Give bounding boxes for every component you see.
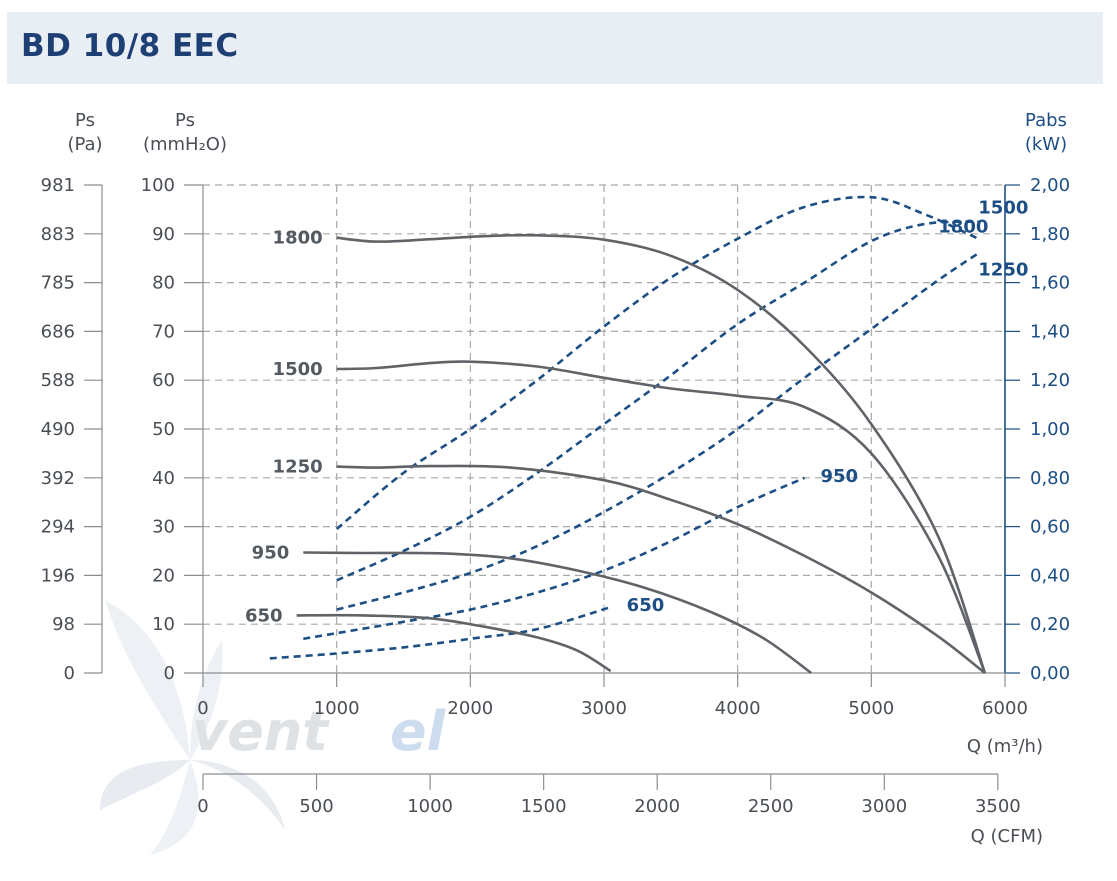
x-cfm-tick-label: 500 <box>299 796 333 817</box>
y-tick-label-kw: 1,00 <box>1030 419 1070 440</box>
x-cfm-axis-title: Q (CFM) <box>971 826 1043 847</box>
pressure-label-950: 950 <box>252 542 290 563</box>
power-label-650: 650 <box>627 595 665 616</box>
x-axis-title: Q (m³/h) <box>967 736 1043 757</box>
pressure-curve-1800 <box>336 233 987 674</box>
x-tick-label: 4000 <box>715 698 761 719</box>
y-tick-label-mm: 100 <box>141 175 175 196</box>
x-tick-label: 0 <box>197 698 208 719</box>
y-tick-label-mm: 20 <box>152 565 175 586</box>
y-tick-label-pa: 785 <box>41 273 75 294</box>
x-tick-label: 2000 <box>447 698 493 719</box>
y-tick-label-kw: 0,20 <box>1030 614 1070 635</box>
y-tick-label-kw: 2,00 <box>1030 175 1070 196</box>
pressure-label-1800: 1800 <box>273 228 323 249</box>
power-curve-950 <box>303 476 806 641</box>
y-tick-label-mm: 60 <box>152 370 175 391</box>
y-tick-label-mm: 80 <box>152 273 175 294</box>
y-tick-label-pa: 392 <box>41 468 75 489</box>
y-tick-label-kw: 0,40 <box>1030 565 1070 586</box>
y-tick-label-kw: 1,80 <box>1030 224 1070 245</box>
pressure-curves <box>296 233 987 675</box>
y-tick-label-pa: 686 <box>41 321 75 342</box>
y-tick-label-mm: 40 <box>152 468 175 489</box>
y-left-mm-unit: (mmH₂O) <box>143 134 227 155</box>
y-tick-label-pa: 588 <box>41 370 75 391</box>
y-tick-label-mm: 0 <box>164 663 175 684</box>
y-tick-label-pa: 0 <box>64 663 75 684</box>
logo-text-el: el <box>390 700 447 763</box>
x-tick-label: 6000 <box>982 698 1028 719</box>
x-cfm-tick-label: 3500 <box>975 796 1021 817</box>
logo-text-vent: vent <box>192 700 330 763</box>
y-tick-label-kw: 1,60 <box>1030 273 1070 294</box>
y-tick-label-pa: 981 <box>41 175 75 196</box>
ventel-logo: vent el <box>100 600 447 855</box>
power-curve-650 <box>269 605 612 660</box>
pressure-label-1250: 1250 <box>273 457 323 478</box>
y-right-unit: (kW) <box>1025 134 1067 155</box>
power-label-1500: 1500 <box>978 198 1028 219</box>
x-cfm-tick-label: 2000 <box>634 796 680 817</box>
y-tick-label-pa: 883 <box>41 224 75 245</box>
pressure-curve-650 <box>296 613 612 673</box>
pressure-curve-1250 <box>336 464 986 675</box>
y-right-title: Pabs <box>1025 110 1067 131</box>
y-tick-label-mm: 70 <box>152 321 175 342</box>
y-tick-label-kw: 1,40 <box>1030 321 1070 342</box>
y-tick-label-pa: 294 <box>41 517 75 538</box>
pressure-label-1500: 1500 <box>273 359 323 380</box>
y-tick-label-kw: 1,20 <box>1030 370 1070 391</box>
power-curve-1250 <box>336 252 980 611</box>
power-label-1250: 1250 <box>978 259 1028 280</box>
pressure-curve-1500 <box>336 360 987 674</box>
y-tick-label-pa: 196 <box>41 565 75 586</box>
y-tick-label-mm: 50 <box>152 419 175 440</box>
pressure-curve-950 <box>303 551 812 675</box>
page-title: BD 10/8 EEC <box>21 28 239 64</box>
x-cfm-tick-label: 2500 <box>748 796 794 817</box>
title-banner: BD 10/8 EEC <box>7 12 1103 84</box>
y-tick-label-pa: 98 <box>52 614 75 635</box>
y-tick-label-mm: 90 <box>152 224 175 245</box>
y-left-pa-unit: (Pa) <box>67 134 102 155</box>
x-tick-label: 5000 <box>848 698 894 719</box>
y-tick-label-kw: 0,00 <box>1030 663 1070 684</box>
y-tick-label-kw: 0,60 <box>1030 517 1070 538</box>
grid <box>203 184 1005 673</box>
power-label-950: 950 <box>821 466 859 487</box>
y-tick-label-kw: 0,80 <box>1030 468 1070 489</box>
x-cfm-tick-label: 1500 <box>521 796 567 817</box>
y-left-mm-title: Ps <box>175 110 195 131</box>
y-tick-label-mm: 30 <box>152 517 175 538</box>
power-curve-1500 <box>336 220 979 582</box>
power-label-1800: 1800 <box>938 217 988 238</box>
x-cfm-tick-label: 3000 <box>861 796 907 817</box>
power-curves <box>269 195 980 660</box>
x-cfm-tick-label: 1000 <box>407 796 453 817</box>
pressure-label-650: 650 <box>245 605 283 626</box>
y-tick-label-pa: 490 <box>41 419 75 440</box>
x-tick-label: 3000 <box>581 698 627 719</box>
y-tick-label-mm: 10 <box>152 614 175 635</box>
y-left-pa-title: Ps <box>75 110 95 131</box>
x-cfm-tick-label: 0 <box>197 796 208 817</box>
x-tick-label: 1000 <box>314 698 360 719</box>
power-curve-1800 <box>335 195 979 530</box>
